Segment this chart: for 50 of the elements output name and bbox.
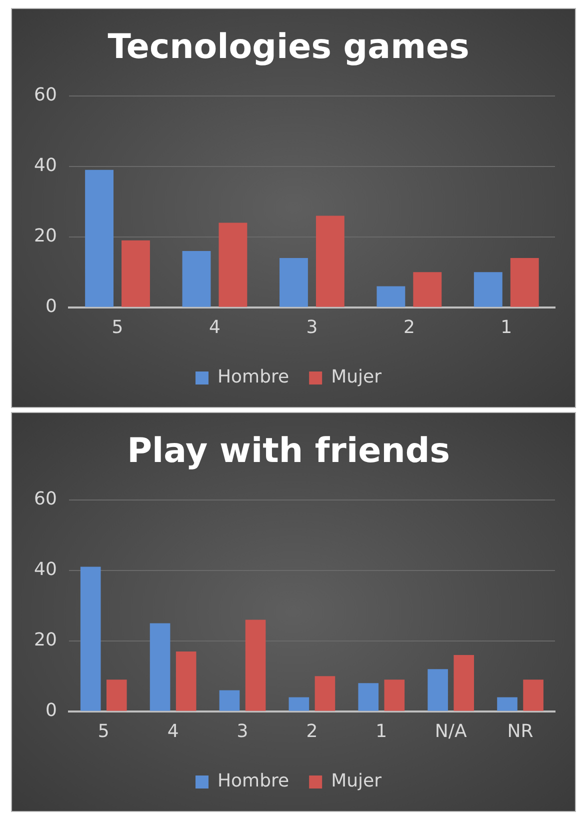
bar (358, 683, 379, 711)
bar (428, 669, 448, 711)
y-tick-label: 0 (45, 296, 57, 318)
x-tick-label: 5 (112, 316, 124, 338)
legend-label: Mujer (331, 366, 382, 388)
bar (523, 680, 544, 711)
y-tick-label: 20 (34, 630, 57, 651)
legend-label: Hombre (218, 366, 290, 388)
bar (280, 258, 308, 307)
bar (413, 272, 442, 307)
bar (182, 250, 211, 307)
bar (454, 654, 474, 711)
bar (150, 623, 170, 711)
bar (106, 680, 127, 711)
bar (384, 680, 405, 711)
bar (176, 651, 196, 711)
bar (376, 286, 406, 307)
bar (85, 170, 114, 307)
x-tick-label: 1 (376, 720, 388, 742)
bar (510, 258, 539, 307)
legend-label: Mujer (331, 770, 382, 792)
x-tick-label: 2 (306, 720, 318, 742)
chart-title: Tecnologies games (108, 27, 470, 68)
bar (288, 697, 310, 711)
x-tick-label: 1 (500, 316, 512, 338)
x-tick-label: 4 (209, 316, 220, 338)
y-tick-label: 60 (34, 488, 57, 510)
bar (497, 697, 518, 711)
bar (474, 272, 502, 307)
x-tick-label: 3 (306, 316, 318, 338)
chart-title: Play with friends (127, 431, 450, 472)
bar (218, 222, 248, 307)
y-tick-label: 40 (34, 559, 57, 580)
y-tick-label: 40 (34, 155, 57, 176)
legend-label: Hombre (218, 770, 290, 792)
bar (245, 620, 266, 711)
bar (316, 216, 344, 307)
x-tick-label: 2 (403, 316, 415, 338)
x-tick-label: 3 (236, 720, 248, 742)
y-tick-label: 20 (34, 226, 57, 247)
x-tick-label: 4 (167, 720, 179, 742)
x-tick-label: NR (507, 720, 534, 742)
x-tick-label: N/A (434, 720, 468, 742)
bar (122, 240, 150, 307)
bar (219, 690, 240, 711)
y-tick-label: 60 (34, 84, 57, 106)
bar (80, 566, 101, 711)
x-tick-label: 5 (98, 720, 110, 742)
bar (314, 676, 336, 711)
y-tick-label: 0 (45, 700, 57, 722)
